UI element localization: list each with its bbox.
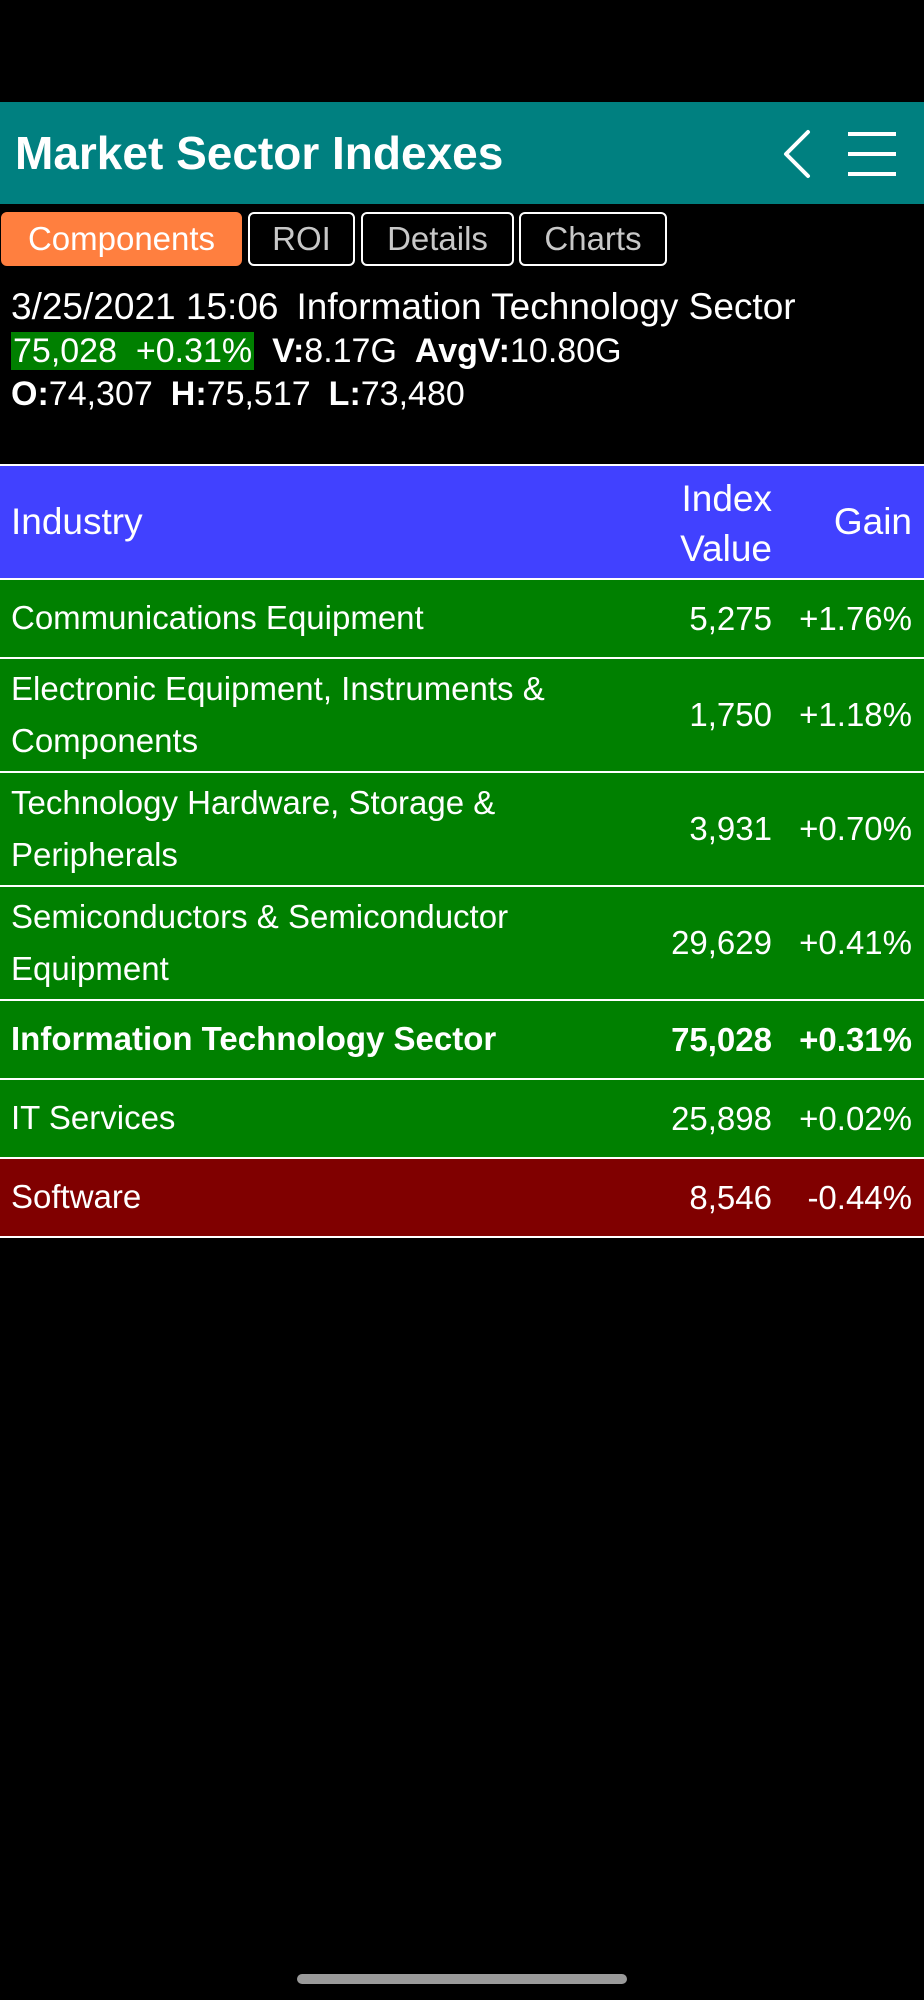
avg-volume-value: 10.80G [510, 332, 622, 370]
quote-price-line: 75,028 +0.31% V:8.17G AvgV:10.80G [11, 329, 622, 373]
tab-details[interactable]: Details [361, 212, 514, 266]
table-row[interactable]: Communications Equipment 5,275 +1.76% [0, 580, 924, 659]
table-row[interactable]: Electronic Equipment, Instruments & Comp… [0, 659, 924, 773]
gain-value: +0.31% [799, 1021, 912, 1058]
index-value: 75,028 [671, 1021, 772, 1058]
index-value: 25,898 [671, 1100, 772, 1137]
index-value: 1,750 [689, 696, 772, 733]
volume-label: V: [272, 332, 305, 370]
quote-datetime: 3/25/2021 15:06 [11, 286, 279, 327]
industry-name: Information Technology Sector [11, 1020, 497, 1057]
chevron-left-icon [784, 130, 810, 178]
home-indicator[interactable] [297, 1974, 627, 1984]
gain-value: -0.44% [807, 1179, 912, 1216]
industry-name: Communications Equipment [11, 599, 424, 636]
low-value: 73,480 [360, 375, 465, 413]
avg-volume-label: AvgV: [414, 332, 510, 370]
table-row[interactable]: Software 8,546 -0.44% [0, 1159, 924, 1238]
app-header: Market Sector Indexes [0, 102, 924, 204]
industry-name: Technology Hardware, Storage & Periphera… [11, 784, 496, 873]
open-value: 74,307 [48, 375, 153, 413]
column-header-industry[interactable]: Industry [11, 501, 143, 542]
table-row[interactable]: Semiconductors & Semiconductor Equipment… [0, 887, 924, 1001]
industry-name: Electronic Equipment, Instruments & Comp… [11, 670, 545, 759]
page-title: Market Sector Indexes [15, 127, 504, 179]
quote-ohl-line: O:74,307 H:75,517 L:73,480 [11, 372, 465, 416]
table-row[interactable]: IT Services 25,898 +0.02% [0, 1080, 924, 1159]
table-row[interactable]: Technology Hardware, Storage & Periphera… [0, 773, 924, 887]
components-table: Industry Index Value Gain Communications… [0, 464, 924, 1238]
tab-components[interactable]: Components [1, 212, 242, 266]
table-row-sector-total[interactable]: Information Technology Sector 75,028 +0.… [0, 1001, 924, 1080]
gain-value: +1.18% [799, 696, 912, 733]
gain-value: +0.02% [799, 1100, 912, 1137]
tab-roi[interactable]: ROI [248, 212, 355, 266]
index-value: 3,931 [689, 810, 772, 847]
gain-value: +1.76% [799, 600, 912, 637]
quote-sector-name: Information Technology Sector [296, 286, 796, 327]
industry-name: Semiconductors & Semiconductor Equipment [11, 898, 509, 987]
quote-title-line: 3/25/2021 15:06 Information Technology Se… [11, 283, 796, 331]
high-label: H: [170, 375, 207, 413]
gain-value: +0.41% [799, 924, 912, 961]
hamburger-menu-icon [848, 132, 896, 176]
low-label: L: [328, 375, 361, 413]
column-header-gain[interactable]: Gain [833, 501, 912, 542]
open-label: O: [11, 375, 49, 413]
industry-name: Software [11, 1178, 142, 1215]
high-value: 75,517 [206, 375, 311, 413]
menu-button[interactable] [840, 124, 904, 184]
industry-name: IT Services [11, 1099, 176, 1136]
index-value: 5,275 [689, 600, 772, 637]
index-value: 29,629 [671, 924, 772, 961]
column-header-index-value[interactable]: Index Value [680, 478, 772, 569]
back-button[interactable] [770, 124, 826, 184]
tab-charts[interactable]: Charts [519, 212, 667, 266]
volume-value: 8.17G [304, 332, 397, 370]
gain-value: +0.70% [799, 810, 912, 847]
table-header: Industry Index Value Gain [0, 466, 924, 580]
quote-price-change: 75,028 +0.31% [11, 332, 255, 370]
index-value: 8,546 [689, 1179, 772, 1216]
